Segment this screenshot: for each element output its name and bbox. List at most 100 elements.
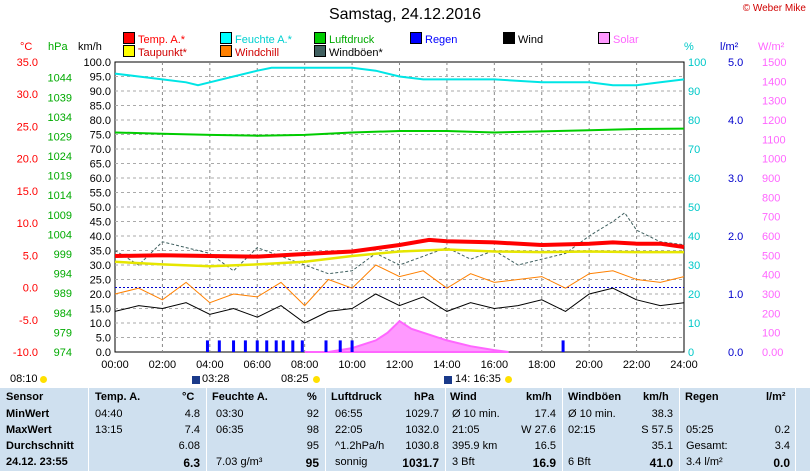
divider: [206, 388, 207, 471]
series-wind: [114, 287, 685, 324]
legend-dewpoint: Taupunkt*: [123, 45, 187, 59]
legend-gust: Windböen*: [314, 45, 383, 59]
tick-temp: -10.0: [13, 347, 38, 359]
copyright: © Weber Mike: [742, 3, 806, 14]
table-cell-gust: S 57.5: [641, 424, 673, 436]
header-wind: Wind: [450, 391, 477, 403]
series-luftdruck: [114, 127, 685, 137]
divider: [325, 388, 326, 471]
table-cell-gust: 38.3: [651, 408, 673, 420]
series-feuchte-a: [114, 66, 685, 87]
tick-x: 08:00: [291, 359, 319, 371]
table-cell-hum-time: 03:30: [216, 408, 244, 420]
tick-temp: 0.0: [23, 283, 38, 295]
legend-windchill: Windchill: [220, 45, 279, 59]
tick-solar: 1200: [762, 115, 786, 127]
moonset-time: 03:28: [202, 373, 230, 385]
series-temp-a: [114, 237, 685, 259]
legend-swatch: [123, 45, 135, 57]
table-cell-gust-time: Ø 10 min.: [568, 408, 616, 420]
tick-wind: 75.0: [90, 130, 111, 142]
tick-humidity: 100: [688, 57, 706, 69]
tick-temp: -5.0: [19, 315, 38, 327]
tick-rain: 0.0: [728, 347, 743, 359]
tick-wind: 95.0: [90, 72, 111, 84]
tick-humidity: 70: [688, 144, 700, 156]
tick-pressure: 1009: [48, 210, 72, 222]
legend-label: Solar: [613, 34, 639, 46]
legend-wind: Wind: [503, 32, 543, 46]
rain-bar: [232, 340, 236, 352]
legend-label: Temp. A.*: [138, 34, 186, 46]
tick-pressure: 994: [54, 269, 72, 281]
divider: [795, 388, 796, 471]
rain-bar: [265, 340, 269, 352]
table-cell-hum: 98: [306, 424, 319, 436]
legend-temp: Temp. A.*: [123, 32, 185, 46]
legend-solar: Solar: [598, 32, 639, 46]
legend-swatch: [220, 32, 232, 44]
tick-rain: 5.0: [728, 57, 743, 69]
axis-unit-wind: km/h: [78, 41, 102, 53]
table-cell-rain: 3.4: [774, 440, 790, 452]
rain-bar: [324, 340, 328, 352]
tick-solar: 400: [762, 270, 780, 282]
weather-chart: °C hPa km/h% l/m² W/m² 35.0 30.0 25.0 20.0 15.0 10…: [13, 41, 787, 371]
tick-solar: 300: [762, 289, 780, 301]
legend-label: Taupunkt*: [138, 47, 187, 59]
table-cell-wind: 16.9: [532, 456, 556, 470]
table-cell-temp-time: 13:15: [95, 424, 123, 436]
tick-wind: 45.0: [90, 217, 111, 229]
legend-pressure: Luftdruck: [314, 32, 374, 46]
table-cell-wind: 17.4: [534, 408, 556, 420]
header-hum-unit: %: [307, 391, 317, 403]
tick-x: 22:00: [623, 359, 651, 371]
table-cell-temp: 4.8: [184, 408, 200, 420]
rain-bar: [255, 340, 259, 352]
axis-unit-solar: W/m²: [758, 41, 785, 53]
tick-wind: 55.0: [90, 188, 111, 200]
tick-wind: 70.0: [90, 144, 111, 156]
tick-temp: 30.0: [17, 89, 38, 101]
table-cell-rain: 0.0: [773, 456, 790, 470]
tick-wind: 100.0: [83, 57, 111, 69]
tick-solar: 900: [762, 173, 780, 185]
tick-wind: 30.0: [90, 260, 111, 272]
tick-wind: 5.0: [96, 333, 111, 345]
legend-label: Windchill: [235, 47, 280, 59]
tick-x: 10:00: [338, 359, 366, 371]
tick-humidity: 40: [688, 231, 700, 243]
tick-x: 12:00: [386, 359, 414, 371]
rain-bar: [291, 340, 295, 352]
tick-temp: 10.0: [17, 218, 38, 230]
tick-wind: 85.0: [90, 101, 111, 113]
tick-wind: 20.0: [90, 289, 111, 301]
table-cell-hum-time: 06:35: [216, 424, 244, 436]
tick-pressure: 1024: [48, 151, 72, 163]
tick-x: 14:00: [433, 359, 461, 371]
tick-humidity: 0: [688, 347, 694, 359]
legend-label: Luftdruck: [329, 34, 375, 46]
tick-humidity: 60: [688, 173, 700, 185]
table-cell-label: Durchschnitt: [6, 440, 74, 452]
table-cell-press-time: sonnig: [335, 456, 368, 468]
legend-label: Windböen*: [329, 47, 383, 59]
tick-pressure: 979: [54, 327, 72, 339]
tick-solar: 1300: [762, 96, 786, 108]
legend-label: Feuchte A.*: [235, 34, 292, 46]
tick-x: 06:00: [243, 359, 271, 371]
tick-humidity: 30: [688, 260, 700, 272]
tick-temp: 5.0: [23, 250, 38, 262]
sun-icon: [313, 376, 320, 383]
tick-solar: 700: [762, 212, 780, 224]
header-rain: Regen: [685, 391, 719, 403]
tick-solar: 1500: [762, 57, 786, 69]
header-hum: Feuchte A.: [212, 391, 268, 403]
header-temp: Temp. A.: [95, 391, 141, 403]
legend-swatch: [314, 45, 326, 57]
tick-pressure: 1044: [48, 73, 72, 85]
table-cell-press: 1032.0: [405, 424, 439, 436]
tick-humidity: 90: [688, 86, 700, 98]
header-sensor: Sensor: [6, 391, 44, 403]
rain-bar: [243, 340, 247, 352]
